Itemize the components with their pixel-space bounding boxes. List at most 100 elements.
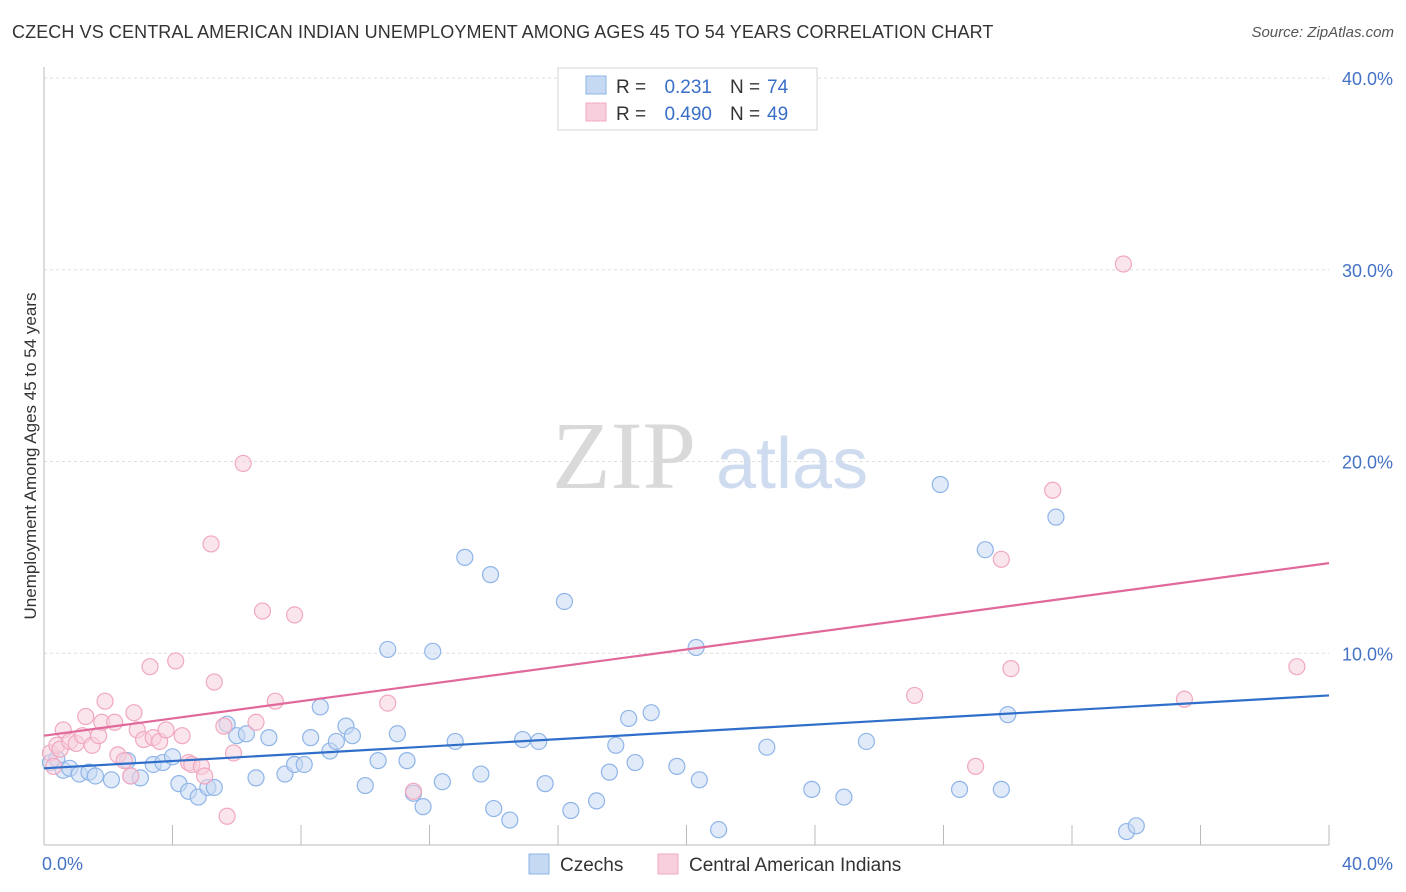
legend-n-value-central-american-indians: 49 xyxy=(767,104,788,125)
gridlines xyxy=(44,77,1329,654)
y-tick-label-10: 10.0% xyxy=(1342,644,1393,664)
data-point xyxy=(86,767,105,785)
data-point xyxy=(379,694,397,712)
data-point xyxy=(102,771,121,789)
data-point xyxy=(950,780,969,798)
data-point xyxy=(356,776,374,795)
data-point xyxy=(668,757,686,775)
data-point xyxy=(327,732,345,751)
data-point xyxy=(1127,817,1145,835)
y-tick-label-30: 30.0% xyxy=(1342,261,1393,281)
legend-swatch-central-american-indians xyxy=(585,102,607,122)
watermark-atlas: atlas xyxy=(716,424,868,504)
data-point xyxy=(343,727,361,745)
data-point xyxy=(167,652,185,670)
correlation-legend: R = 0.231 N = 74 R = 0.490 N = 49 xyxy=(557,67,818,131)
data-point xyxy=(247,713,265,731)
data-point xyxy=(1047,508,1065,526)
watermark: ZIP atlas xyxy=(552,402,868,509)
watermark-zip: ZIP xyxy=(552,402,696,509)
y-axis-tick-labels: 10.0% 20.0% 30.0% 40.0% xyxy=(1342,69,1393,664)
data-point xyxy=(992,550,1010,568)
data-point xyxy=(234,454,252,473)
data-point xyxy=(642,704,660,722)
y-tick-label-20: 20.0% xyxy=(1342,453,1393,473)
chart-title: CZECH VS CENTRAL AMERICAN INDIAN UNEMPLO… xyxy=(12,22,994,42)
legend-r-label-central-american-indians: R = xyxy=(616,104,646,125)
data-point xyxy=(202,535,220,553)
data-point xyxy=(173,727,191,745)
legend-n-value-czechs: 74 xyxy=(767,77,789,98)
data-point xyxy=(205,778,223,797)
data-point xyxy=(96,692,114,710)
series-legend-swatch-czechs xyxy=(528,853,550,875)
data-point xyxy=(758,738,776,756)
y-axis-title: Unemployment Among Ages 45 to 54 years xyxy=(21,293,40,620)
legend-swatch-czechs xyxy=(585,75,607,95)
data-point xyxy=(555,592,574,611)
data-point xyxy=(587,792,606,810)
data-point xyxy=(125,704,143,722)
legend-r-label-czechs: R = xyxy=(616,77,646,98)
data-point xyxy=(1114,255,1133,273)
data-point xyxy=(992,780,1010,798)
data-point xyxy=(157,721,175,739)
data-point xyxy=(141,658,159,676)
data-point xyxy=(905,686,924,705)
data-point xyxy=(404,782,423,800)
data-point xyxy=(388,725,406,743)
data-point xyxy=(803,780,821,798)
data-point xyxy=(446,732,464,751)
data-point xyxy=(690,771,708,789)
series-legend-label-czechs: Czechs xyxy=(560,855,623,876)
data-point xyxy=(311,698,329,716)
trend-line-1 xyxy=(43,562,1330,737)
x-axis-ticks xyxy=(172,825,1330,845)
data-point xyxy=(600,763,619,781)
data-point xyxy=(536,775,554,793)
data-point xyxy=(976,541,994,559)
data-point xyxy=(379,640,397,659)
data-point xyxy=(205,673,223,691)
legend-r-value-central-american-indians: 0.490 xyxy=(664,104,712,125)
data-point xyxy=(472,765,490,783)
data-point xyxy=(115,752,133,770)
legend-n-label-czechs: N = xyxy=(730,77,760,98)
data-point xyxy=(369,752,387,770)
data-point xyxy=(77,707,95,726)
data-point xyxy=(1044,481,1062,499)
data-point xyxy=(433,773,451,791)
data-point xyxy=(835,788,853,806)
data-point xyxy=(414,798,432,816)
data-point xyxy=(967,757,985,775)
data-point xyxy=(562,801,580,820)
data-point xyxy=(931,475,949,494)
trend-layer xyxy=(43,562,1330,770)
data-point xyxy=(710,821,728,839)
legend-r-value-czechs: 0.231 xyxy=(664,77,712,98)
trend-line-0 xyxy=(43,694,1330,770)
x-tick-label-max: 40.0% xyxy=(1342,854,1393,874)
legend-n-label-central-american-indians: N = xyxy=(730,104,760,125)
data-point xyxy=(456,548,474,566)
data-point xyxy=(295,755,313,774)
data-point xyxy=(481,566,500,584)
series-legend-swatch-central-american-indians xyxy=(657,853,679,875)
data-point xyxy=(607,736,625,754)
points-layer xyxy=(41,255,1306,841)
data-point xyxy=(626,753,644,772)
data-point xyxy=(285,606,304,624)
data-point xyxy=(266,692,284,710)
source-credit: Source: ZipAtlas.com xyxy=(1251,24,1394,41)
data-point xyxy=(514,730,532,749)
data-point xyxy=(253,602,272,620)
data-point xyxy=(302,729,320,747)
y-tick-label-40: 40.0% xyxy=(1342,69,1393,89)
data-point xyxy=(218,807,236,825)
data-point xyxy=(485,799,503,818)
series-legend: Czechs Central American Indians xyxy=(528,853,901,876)
data-point xyxy=(501,811,519,829)
data-point xyxy=(122,767,140,785)
data-point xyxy=(215,717,233,735)
